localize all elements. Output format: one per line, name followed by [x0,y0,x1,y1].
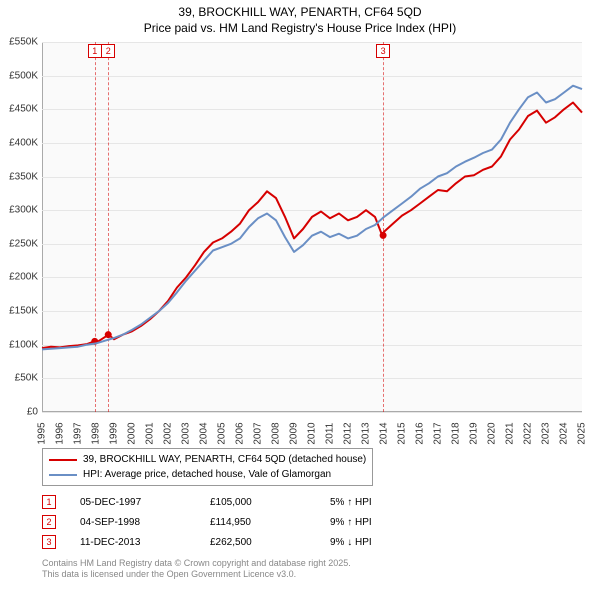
y-tick-label: £200K [9,272,38,283]
x-tick-label: 1998 [91,422,102,444]
y-tick-label: £500K [9,70,38,81]
legend-swatch [49,474,77,476]
event-date: 05-DEC-1997 [80,497,210,508]
x-tick-label: 2014 [379,422,390,444]
x-tick-label: 2010 [307,422,318,444]
x-tick-label: 2011 [325,423,336,445]
x-tick-label: 2022 [523,422,534,444]
plot-svg [42,42,582,412]
x-tick-label: 2002 [163,422,174,444]
x-tick-label: 2016 [415,422,426,444]
x-tick-label: 2007 [253,422,264,444]
event-number-box: 3 [42,535,56,549]
x-tick-label: 2004 [199,422,210,444]
event-price: £262,500 [210,537,330,548]
event-pct-vs-hpi: 9% ↓ HPI [330,537,450,548]
table-row: 3 11-DEC-2013£262,5009% ↓ HPI [42,532,450,552]
transaction-marker: 2 [101,44,115,58]
y-tick-label: £150K [9,306,38,317]
x-tick-label: 2009 [289,422,300,444]
transactions-table: 1 05-DEC-1997£105,0005% ↑ HPI 2 04-SEP-1998… [42,492,450,552]
y-tick-label: £0 [27,407,38,418]
event-date: 04-SEP-1998 [80,517,210,528]
y-tick-label: £400K [9,137,38,148]
legend-item: 39, BROCKHILL WAY, PENARTH, CF64 5QD (de… [49,452,366,467]
x-tick-label: 2001 [145,422,156,444]
x-tick-label: 2013 [361,422,372,444]
legend-label: 39, BROCKHILL WAY, PENARTH, CF64 5QD (de… [83,454,366,465]
x-tick-label: 2005 [217,422,228,444]
event-price: £114,950 [210,517,330,528]
chart-legend: 39, BROCKHILL WAY, PENARTH, CF64 5QD (de… [42,448,373,486]
legend-swatch [49,459,77,461]
chart-title-line2: Price paid vs. HM Land Registry's House … [0,20,600,36]
x-tick-label: 2008 [271,422,282,444]
x-tick-label: 1999 [109,422,120,444]
y-tick-label: £550K [9,37,38,48]
x-tick-label: 1996 [55,422,66,444]
chart-title-line1: 39, BROCKHILL WAY, PENARTH, CF64 5QD [0,4,600,20]
event-pct-vs-hpi: 9% ↑ HPI [330,517,450,528]
transaction-marker: 3 [376,44,390,58]
chart-plot-area: 123 £0£50K£100K£150K£200K£250K£300K£350K… [42,42,582,412]
x-tick-label: 2025 [577,422,588,444]
y-tick-label: £300K [9,205,38,216]
event-price: £105,000 [210,497,330,508]
y-tick-label: £450K [9,104,38,115]
transaction-marker: 1 [88,44,102,58]
y-tick-label: £100K [9,339,38,350]
x-tick-label: 2023 [541,422,552,444]
y-tick-label: £350K [9,171,38,182]
y-tick-label: £50K [15,373,38,384]
x-tick-label: 2019 [469,422,480,444]
table-row: 1 05-DEC-1997£105,0005% ↑ HPI [42,492,450,512]
y-tick-label: £250K [9,238,38,249]
x-tick-label: 1995 [37,422,48,444]
table-row: 2 04-SEP-1998£114,9509% ↑ HPI [42,512,450,532]
x-tick-label: 2020 [487,422,498,444]
footer-line2: This data is licensed under the Open Gov… [42,569,351,580]
chart-title-block: 39, BROCKHILL WAY, PENARTH, CF64 5QD Pri… [0,0,600,36]
chart-container: 39, BROCKHILL WAY, PENARTH, CF64 5QD Pri… [0,0,600,590]
x-tick-label: 2017 [433,422,444,444]
x-tick-label: 2006 [235,422,246,444]
x-tick-label: 1997 [73,422,84,444]
x-tick-label: 2015 [397,422,408,444]
x-tick-label: 2018 [451,422,462,444]
x-tick-label: 2021 [505,422,516,444]
x-tick-label: 2000 [127,422,138,444]
x-tick-label: 2012 [343,422,354,444]
legend-item: HPI: Average price, detached house, Vale… [49,467,366,482]
x-tick-label: 2003 [181,422,192,444]
event-number-box: 2 [42,515,56,529]
footer-line1: Contains HM Land Registry data © Crown c… [42,558,351,569]
event-number-box: 1 [42,495,56,509]
legend-label: HPI: Average price, detached house, Vale… [83,469,331,480]
event-pct-vs-hpi: 5% ↑ HPI [330,497,450,508]
x-tick-label: 2024 [559,422,570,444]
footer-attribution: Contains HM Land Registry data © Crown c… [42,558,351,581]
event-date: 11-DEC-2013 [80,537,210,548]
